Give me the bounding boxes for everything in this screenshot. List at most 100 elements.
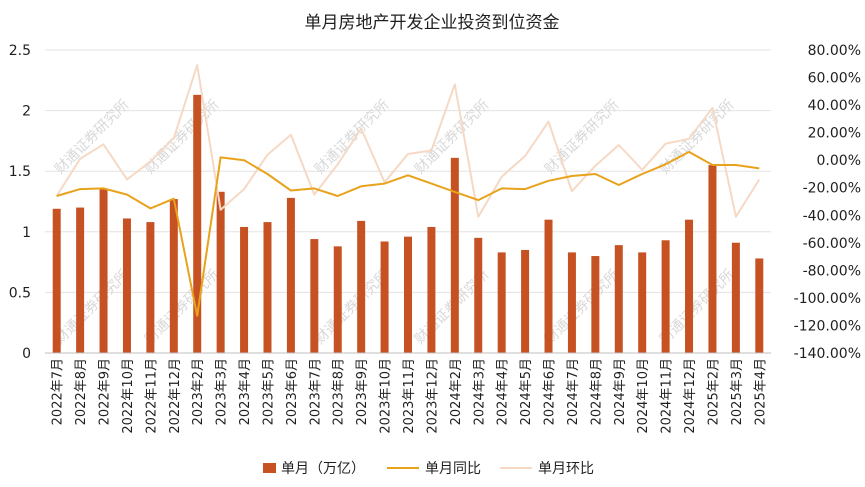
bar bbox=[193, 94, 202, 354]
x-tick-label: 2023年6月 bbox=[285, 358, 300, 425]
x-tick-label: 2024年3月 bbox=[472, 358, 487, 425]
x-tick-label: 2025年4月 bbox=[753, 358, 768, 425]
x-tick-label: 2023年10月 bbox=[379, 358, 394, 434]
x-tick-label: 2025年2月 bbox=[706, 358, 721, 425]
y-right-tick-label: -100.00% bbox=[794, 291, 861, 307]
legend-label-bar: 单月（万亿） bbox=[281, 461, 365, 477]
bar bbox=[591, 256, 600, 353]
y-right-tick-label: 60.00% bbox=[808, 71, 861, 87]
bar bbox=[99, 189, 108, 353]
bar bbox=[685, 219, 694, 353]
x-tick-label: 2023年2月 bbox=[191, 358, 206, 425]
x-tick-label: 2023年7月 bbox=[308, 358, 323, 425]
x-tick-label: 2024年11月 bbox=[660, 358, 675, 434]
x-tick-label: 2022年7月 bbox=[51, 358, 66, 425]
y-right-tick-label: 0.00% bbox=[817, 153, 861, 169]
x-tick-label: 2022年12月 bbox=[168, 358, 183, 434]
watermark: 财通证券研究所 财通证券研究所 财通证券研究所 财通证券研究所 财通证券研究所 财通证券研… bbox=[52, 97, 738, 348]
bar bbox=[614, 245, 623, 353]
x-tick-label: 2024年10月 bbox=[636, 358, 651, 434]
x-tick-label: 2024年2月 bbox=[449, 358, 464, 425]
x-tick-label: 2024年9月 bbox=[613, 358, 628, 425]
bar bbox=[52, 208, 61, 353]
chart-title: 单月房地产开发企业投资到位资金 bbox=[305, 13, 560, 33]
y-right-tick-label: -20.00% bbox=[803, 181, 861, 197]
watermark-text: 财通证券研究所 bbox=[312, 97, 393, 178]
x-tick-label: 2023年4月 bbox=[238, 358, 253, 425]
bar bbox=[731, 242, 740, 353]
x-tick-label: 2023年8月 bbox=[332, 358, 347, 425]
y-right-tick-label: -60.00% bbox=[803, 236, 861, 252]
x-tick-label: 2022年8月 bbox=[74, 358, 89, 425]
bar bbox=[404, 236, 412, 353]
y-right-tick-label: 40.00% bbox=[808, 98, 861, 114]
x-tick-label: 2023年9月 bbox=[355, 358, 370, 425]
y-right-tick-label: -140.00% bbox=[794, 346, 861, 362]
x-tick-label: 2024年7月 bbox=[566, 358, 581, 425]
bar bbox=[122, 218, 131, 353]
x-tick-label: 2022年11月 bbox=[144, 358, 159, 434]
bar bbox=[544, 219, 553, 353]
y-left-tick-label: 2 bbox=[22, 104, 31, 120]
x-tick-label: 2024年5月 bbox=[519, 358, 534, 425]
bar bbox=[286, 197, 295, 353]
y-right-tick-label: 80.00% bbox=[808, 43, 861, 59]
x-tick-label: 2023年3月 bbox=[215, 358, 230, 425]
line-series bbox=[55, 64, 761, 317]
y-right-tick-label: -40.00% bbox=[803, 208, 861, 224]
y-left-tick-label: 2.5 bbox=[9, 43, 31, 59]
bar bbox=[521, 249, 530, 353]
watermark-text: 财通证券研究所 bbox=[52, 267, 133, 348]
bar bbox=[263, 222, 272, 353]
y-left-tick-label: 1 bbox=[22, 225, 31, 241]
y-axis-left: 0 0.5 1 1.5 2 2.5 bbox=[9, 43, 31, 362]
y-left-tick-label: 0.5 bbox=[9, 285, 31, 301]
watermark-text: 财通证券研究所 bbox=[52, 97, 133, 178]
legend: 单月（万亿） 单月同比 单月环比 bbox=[263, 461, 594, 477]
bar bbox=[708, 165, 717, 353]
watermark-text: 财通证券研究所 bbox=[312, 267, 393, 348]
x-tick-label: 2022年10月 bbox=[121, 358, 136, 434]
x-tick-label: 2024年12月 bbox=[683, 358, 698, 434]
bar-series bbox=[52, 94, 764, 354]
bar bbox=[310, 239, 319, 353]
x-tick-label: 2022年9月 bbox=[98, 358, 113, 425]
bar bbox=[333, 246, 342, 353]
bar bbox=[474, 237, 483, 353]
bar bbox=[567, 252, 576, 353]
y-axis-right: -140.00% -120.00% -100.00% -80.00% -60.00% -4… bbox=[794, 43, 861, 362]
legend-swatch-bar bbox=[263, 463, 276, 473]
bar bbox=[216, 191, 225, 353]
x-tick-label: 2024年6月 bbox=[543, 358, 558, 425]
x-tick-label: 2025年3月 bbox=[730, 358, 745, 425]
x-axis: 2022年7月 2022年8月 2022年9月 2022年10月 2022年11月 202… bbox=[45, 352, 771, 434]
line-yoy bbox=[56, 150, 760, 317]
bar bbox=[497, 252, 506, 353]
x-tick-label: 2023年5月 bbox=[261, 358, 276, 425]
bar bbox=[357, 220, 366, 353]
y-right-tick-label: -120.00% bbox=[794, 318, 861, 334]
bar bbox=[755, 258, 764, 353]
bar bbox=[427, 226, 436, 353]
bar bbox=[661, 240, 670, 353]
line-mom bbox=[55, 64, 761, 218]
bar bbox=[146, 222, 155, 353]
y-left-tick-label: 1.5 bbox=[9, 164, 31, 180]
bar bbox=[240, 226, 249, 353]
bar bbox=[169, 199, 178, 353]
x-tick-label: 2023年11月 bbox=[402, 358, 417, 434]
bar bbox=[76, 207, 85, 353]
legend-label-yoy: 单月同比 bbox=[425, 461, 481, 477]
x-tick-label: 2024年4月 bbox=[496, 358, 511, 425]
watermark-text: 财通证券研究所 bbox=[542, 267, 623, 348]
y-right-tick-label: 20.00% bbox=[808, 126, 861, 142]
x-tick-label: 2023年12月 bbox=[425, 358, 440, 434]
y-right-tick-label: -80.00% bbox=[803, 263, 861, 279]
bar bbox=[450, 157, 459, 353]
x-tick-label: 2024年8月 bbox=[589, 358, 604, 425]
legend-label-mom: 单月环比 bbox=[538, 461, 594, 477]
y-left-tick-label: 0 bbox=[22, 346, 31, 362]
bar bbox=[638, 252, 647, 353]
